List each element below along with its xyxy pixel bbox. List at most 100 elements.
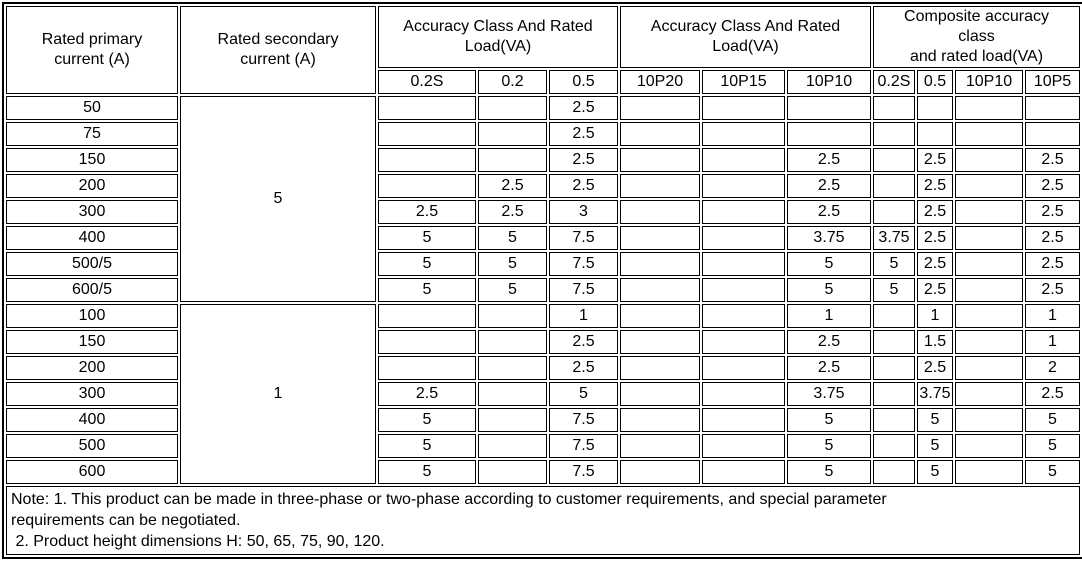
table-body: 50 5 2.5 75 2.5 150 2.5 2.5 2.5 2.5 200 2.5 2.5 2.5 2.…: [6, 96, 1081, 484]
value-cell: 2.5: [917, 200, 953, 224]
note-line: 2. Product height dimensions H: 50, 65, …: [11, 533, 385, 551]
value-cell: 5: [378, 278, 476, 302]
value-cell: 5: [378, 226, 476, 250]
value-cell: [620, 356, 700, 380]
value-cell: [1025, 122, 1081, 146]
group-header-composite: Composite accuracy class and rated load(…: [873, 6, 1081, 68]
table-row: 400 5 7.5 5 5 5: [6, 408, 1081, 432]
value-cell: [620, 408, 700, 432]
value-cell: 3.75: [787, 382, 871, 406]
group-header-accuracy-1: Accuracy Class And Rated Load(VA): [378, 6, 618, 68]
value-cell: [478, 304, 547, 328]
value-cell: 2.5: [917, 148, 953, 172]
value-cell: 5: [1025, 434, 1081, 458]
value-cell: [955, 278, 1023, 302]
value-cell: 2.5: [787, 200, 871, 224]
value-cell: [620, 382, 700, 406]
primary-current-cell: 75: [6, 122, 178, 146]
value-cell: 5: [378, 408, 476, 432]
value-cell: 5: [917, 434, 953, 458]
table-header: Rated primary current (A) Rated secondar…: [6, 6, 1081, 94]
secondary-current-cell: 1: [180, 304, 376, 484]
value-cell: [787, 96, 871, 120]
note-line: requirements can be negotiated.: [11, 512, 241, 530]
value-cell: 3.75: [873, 226, 915, 250]
primary-current-cell: 500: [6, 434, 178, 458]
value-cell: [955, 122, 1023, 146]
value-cell: [702, 382, 785, 406]
value-cell: 2.5: [1025, 382, 1081, 406]
value-cell: [478, 382, 547, 406]
value-cell: 5: [787, 434, 871, 458]
table-row: 400 5 5 7.5 3.75 3.75 2.5 2.5: [6, 226, 1081, 250]
value-cell: 5: [787, 408, 871, 432]
value-cell: 2.5: [787, 148, 871, 172]
header-sub-row: 0.2S 0.2 0.5 10P20 10P15 10P10 0.2S 0.5 …: [6, 70, 1081, 94]
value-cell: [955, 148, 1023, 172]
value-cell: 2.5: [1025, 226, 1081, 250]
value-cell: [620, 174, 700, 198]
value-cell: 1: [549, 304, 618, 328]
value-cell: [955, 252, 1023, 276]
note-row: Note: 1. This product can be made in thr…: [6, 486, 1081, 556]
value-cell: [955, 174, 1023, 198]
value-cell: 2.5: [549, 96, 618, 120]
primary-current-cell: 200: [6, 174, 178, 198]
value-cell: [955, 434, 1023, 458]
primary-current-cell: 300: [6, 382, 178, 406]
value-cell: [478, 460, 547, 484]
secondary-current-cell: 5: [180, 96, 376, 302]
value-cell: 1: [787, 304, 871, 328]
value-cell: [478, 330, 547, 354]
table-row: 600/5 5 5 7.5 5 5 2.5 2.5: [6, 278, 1081, 302]
value-cell: 7.5: [549, 460, 618, 484]
value-cell: [478, 434, 547, 458]
primary-current-cell: 200: [6, 356, 178, 380]
value-cell: [702, 408, 785, 432]
value-cell: [378, 96, 476, 120]
value-cell: [873, 434, 915, 458]
value-cell: [620, 252, 700, 276]
value-cell: 5: [378, 460, 476, 484]
subcol-header-0-2s: 0.2S: [378, 70, 476, 94]
value-cell: [955, 226, 1023, 250]
value-cell: 2.5: [917, 356, 953, 380]
value-cell: [620, 330, 700, 354]
value-cell: 7.5: [549, 252, 618, 276]
value-cell: [620, 226, 700, 250]
value-cell: 2.5: [1025, 148, 1081, 172]
value-cell: 5: [787, 252, 871, 276]
value-cell: 1: [1025, 330, 1081, 354]
value-cell: [702, 304, 785, 328]
primary-current-cell: 50: [6, 96, 178, 120]
group-header-accuracy-2: Accuracy Class And Rated Load(VA): [620, 6, 871, 68]
value-cell: [702, 226, 785, 250]
value-cell: 2.5: [917, 174, 953, 198]
table-row: 100 1 1 1 1 1: [6, 304, 1081, 484]
value-cell: [702, 148, 785, 172]
primary-current-cell: 600/5: [6, 278, 178, 302]
value-cell: [378, 148, 476, 172]
value-cell: 5: [478, 278, 547, 302]
value-cell: [702, 460, 785, 484]
value-cell: [873, 356, 915, 380]
value-cell: [620, 96, 700, 120]
primary-current-cell: 400: [6, 408, 178, 432]
value-cell: 5: [478, 252, 547, 276]
table-row: 150 2.5 2.5 1.5 1: [6, 330, 1081, 354]
value-cell: 7.5: [549, 408, 618, 432]
table-row: 600 5 7.5 5 5 5: [6, 460, 1081, 484]
value-cell: 7.5: [549, 226, 618, 250]
subcol-header-10p10: 10P10: [787, 70, 871, 94]
value-cell: [378, 122, 476, 146]
value-cell: [955, 330, 1023, 354]
value-cell: 5: [1025, 460, 1081, 484]
primary-current-cell: 100: [6, 304, 178, 328]
value-cell: [378, 304, 476, 328]
value-cell: [917, 122, 953, 146]
value-cell: [873, 96, 915, 120]
subcol-header-0-5: 0.5: [549, 70, 618, 94]
value-cell: 2.5: [1025, 174, 1081, 198]
subcol-header-10p15: 10P15: [702, 70, 785, 94]
